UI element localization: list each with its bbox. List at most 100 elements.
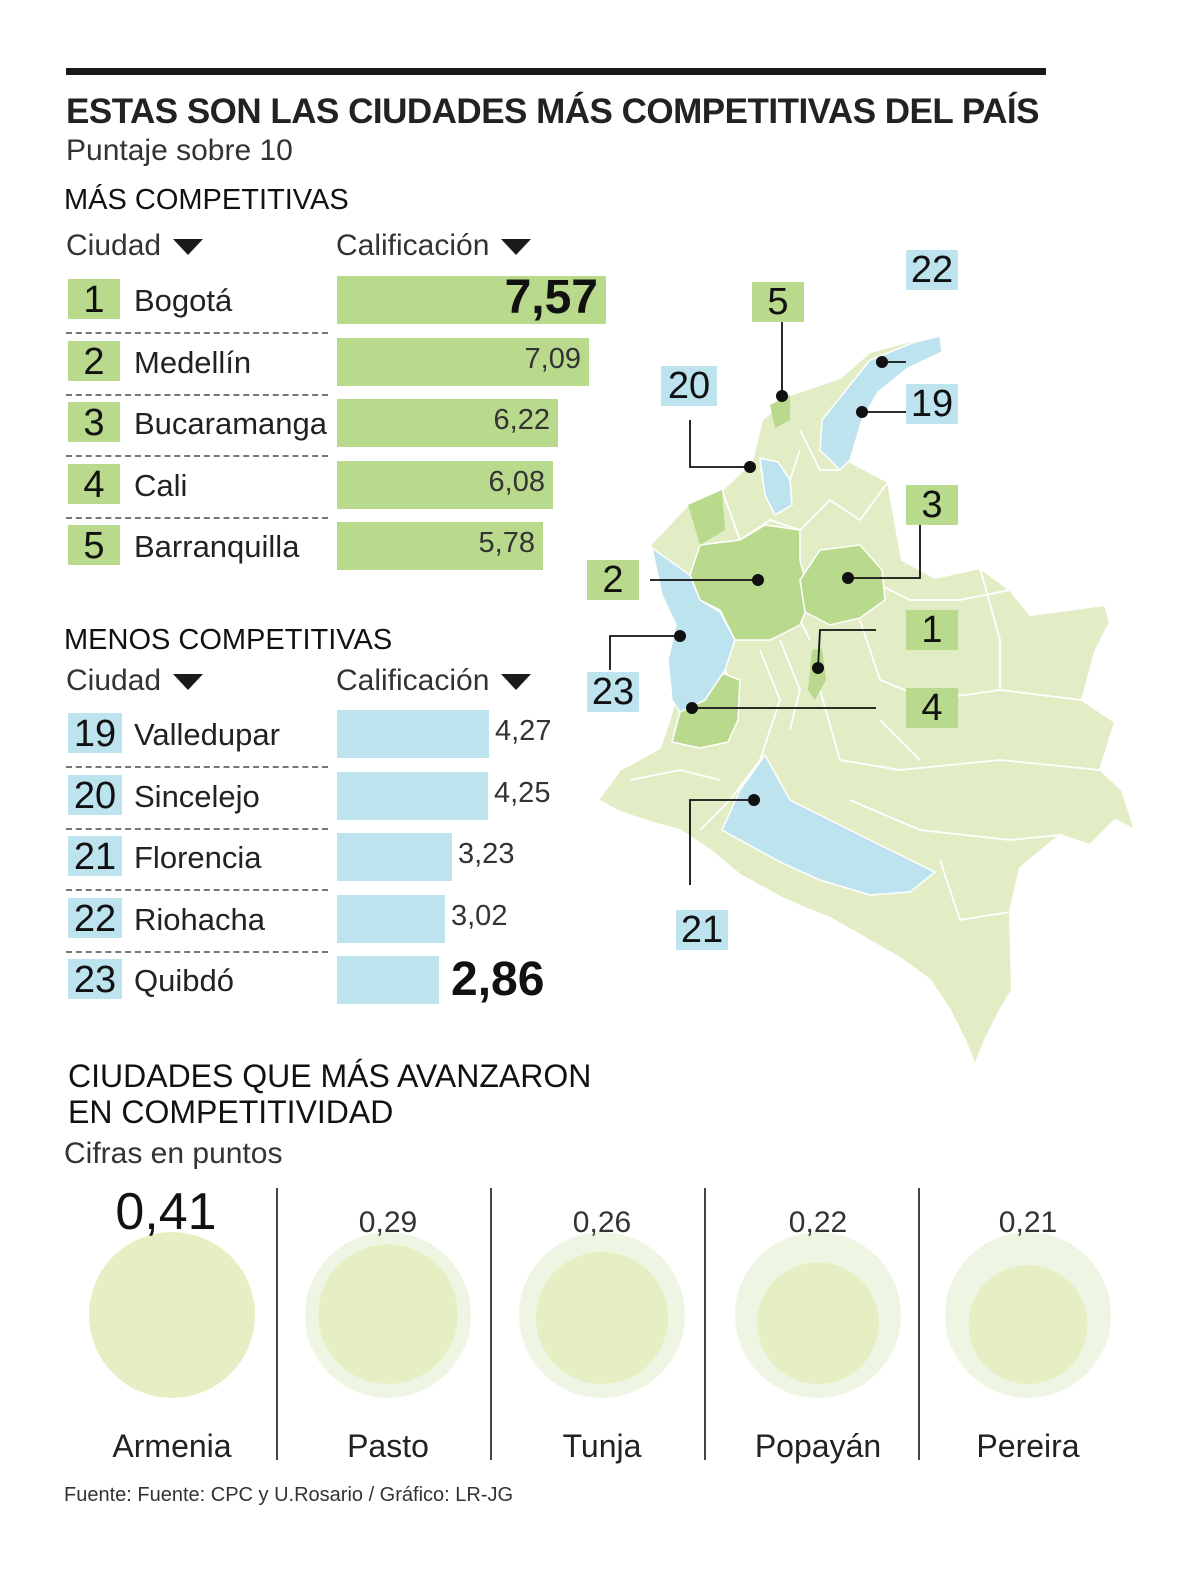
sort-down-icon bbox=[501, 674, 532, 691]
bottom-score-value: 2,86 bbox=[451, 953, 545, 1006]
top-city-name: Cali bbox=[134, 467, 188, 503]
divider bbox=[918, 1188, 920, 1460]
top-city-name: Barranquilla bbox=[134, 529, 300, 564]
bottom-row: 19 Valledupar bbox=[66, 710, 328, 760]
bubble-armenia bbox=[89, 1232, 255, 1398]
advance-value: 0,29 bbox=[358, 1206, 418, 1239]
bottom-col-score: Calificación bbox=[336, 664, 532, 698]
map-label-2: 2 bbox=[587, 560, 639, 600]
bottom-score-value: 4,25 bbox=[494, 776, 551, 809]
bottom-rank-badge: 21 bbox=[68, 836, 122, 878]
map-leader-lines bbox=[609, 320, 921, 885]
bottom-score-bar bbox=[337, 833, 452, 881]
advance-heading: CIUDADES QUE MÁS AVANZARON EN COMPETITIV… bbox=[68, 1058, 591, 1130]
map-region-bucaramanga bbox=[799, 544, 886, 626]
bubble-popayán bbox=[757, 1262, 879, 1384]
bubble-pasto bbox=[318, 1244, 458, 1384]
top-score-value: 6,22 bbox=[493, 404, 550, 436]
top-row-separator bbox=[66, 455, 328, 457]
advance-value: 0,21 bbox=[998, 1206, 1058, 1239]
top-row: 2 Medellín bbox=[66, 338, 328, 388]
advance-city: Armenia bbox=[112, 1428, 232, 1464]
map-label-22: 22 bbox=[906, 250, 958, 290]
sort-down-icon bbox=[173, 674, 204, 691]
top-rank-badge: 1 bbox=[68, 279, 120, 321]
top-rule bbox=[66, 68, 1046, 75]
advance-city: Pereira bbox=[976, 1428, 1080, 1464]
top-city-name: Bucaramanga bbox=[134, 406, 328, 441]
bottom-score-value: 3,23 bbox=[458, 838, 515, 870]
advance-value: 0,22 bbox=[788, 1206, 848, 1239]
top-row: 4 Cali bbox=[66, 461, 328, 511]
map-region-sincelejo bbox=[759, 457, 793, 517]
bottom-score-bar bbox=[337, 894, 445, 943]
bottom-row-separator bbox=[66, 827, 328, 830]
map-region-bogota bbox=[808, 648, 826, 700]
map-dot-quibdo bbox=[674, 630, 686, 642]
bottom-rank-badge: 22 bbox=[68, 897, 122, 940]
bottom-row: 20 Sincelejo bbox=[66, 772, 328, 822]
sort-down-icon bbox=[173, 239, 204, 256]
divider bbox=[276, 1188, 278, 1460]
top-row-separator bbox=[66, 516, 328, 519]
map-region-quibdo bbox=[650, 546, 736, 713]
map-label-21: 21 bbox=[676, 910, 728, 950]
bottom-city-name: Sincelejo bbox=[134, 778, 260, 814]
top-row: 5 Barranquilla bbox=[66, 522, 328, 572]
top-score-bar bbox=[337, 276, 606, 324]
top-score-bar bbox=[337, 522, 543, 570]
map-dot-medellin bbox=[752, 574, 764, 586]
map-region-riohacha bbox=[819, 335, 943, 472]
map-dot-valledupar bbox=[856, 406, 868, 418]
advance-city: Pasto bbox=[347, 1428, 429, 1464]
source-note: Fuente: Fuente: CPC y U.Rosario / Gráfic… bbox=[64, 1484, 514, 1506]
top-city-name: Medellín bbox=[134, 344, 252, 380]
bottom-col-city: Ciudad bbox=[66, 664, 204, 698]
bottom-row-separator bbox=[66, 950, 328, 953]
divider bbox=[490, 1188, 492, 1460]
bottom-row-separator bbox=[66, 766, 328, 768]
top-rank-badge: 5 bbox=[68, 525, 120, 567]
sort-down-icon bbox=[501, 239, 532, 256]
top-score-value: 7,57 bbox=[504, 271, 598, 324]
bottom-score-bar bbox=[337, 710, 489, 758]
advance-value: 0,26 bbox=[572, 1206, 632, 1239]
top-score-value: 6,08 bbox=[488, 465, 545, 498]
advance-value: 0,41 bbox=[115, 1183, 217, 1241]
bottom-col-score-label: Calificación bbox=[336, 664, 490, 697]
bubble-tunja bbox=[535, 1251, 669, 1384]
bottom-rank-badge: 20 bbox=[68, 774, 122, 817]
bottom-score-value: 4,27 bbox=[495, 715, 552, 747]
top-score-value: 7,09 bbox=[524, 342, 581, 375]
divider bbox=[704, 1188, 706, 1460]
top-rank-badge: 3 bbox=[68, 402, 120, 444]
map-label-19: 19 bbox=[906, 384, 958, 424]
map-label-5: 5 bbox=[752, 282, 804, 322]
advance-city: Tunja bbox=[562, 1428, 642, 1464]
map-dot-riohacha bbox=[876, 356, 888, 368]
map-dot-florencia bbox=[748, 794, 760, 806]
bottom-score-bar bbox=[337, 956, 439, 1004]
bottom-city-name: Riohacha bbox=[134, 901, 265, 937]
bottom-rank-badge: 19 bbox=[68, 713, 122, 755]
bottom-section-heading: MENOS COMPETITIVAS bbox=[64, 624, 393, 656]
top-rank-badge: 4 bbox=[68, 463, 120, 506]
bottom-city-name: Florencia bbox=[134, 840, 262, 875]
top-rank-badge: 2 bbox=[68, 340, 120, 383]
advance-bubbles bbox=[89, 1232, 1111, 1398]
top-col-score: Calificación bbox=[336, 229, 532, 263]
top-score-bar bbox=[337, 399, 558, 447]
bottom-city-name: Quibdó bbox=[134, 963, 234, 998]
top-col-city: Ciudad bbox=[66, 229, 204, 263]
bottom-score-bar bbox=[337, 771, 488, 820]
advance-unit: Cifras en puntos bbox=[64, 1137, 283, 1170]
top-col-city-label: Ciudad bbox=[66, 229, 162, 262]
top-city-name: Bogotá bbox=[134, 283, 233, 318]
top-row: 3 Bucaramanga bbox=[66, 399, 328, 449]
top-row-separator bbox=[66, 332, 328, 334]
bottom-city-name: Valledupar bbox=[134, 717, 280, 752]
bottom-col-city-label: Ciudad bbox=[66, 664, 162, 697]
map-label-23: 23 bbox=[587, 672, 639, 712]
map-label-3: 3 bbox=[906, 485, 958, 525]
bottom-row: 22 Riohacha bbox=[66, 895, 328, 945]
